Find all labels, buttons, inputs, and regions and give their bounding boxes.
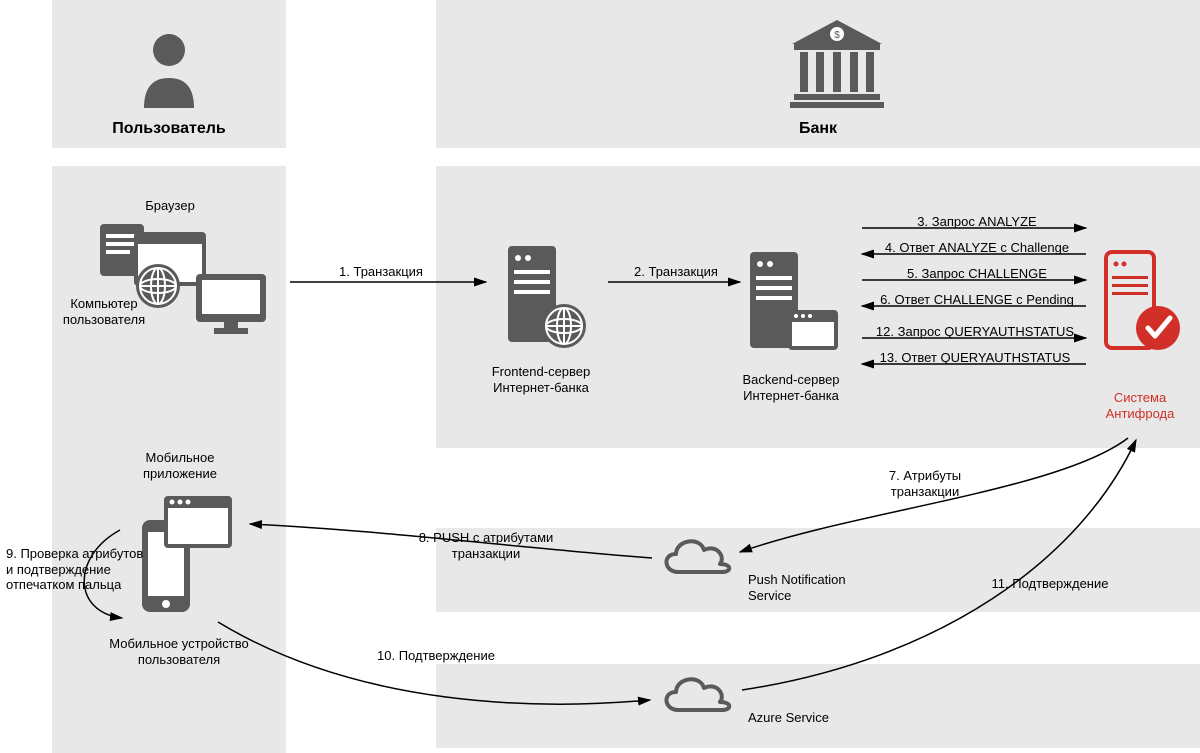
backend-label: Backend-сервер Интернет-банка [716, 372, 866, 405]
user-icon [134, 28, 204, 108]
edge-2-label: 2. Транзакция [616, 264, 736, 280]
svg-text:$: $ [834, 30, 840, 41]
edge-8-label: 8. PUSH с атрибутами транзакции [396, 530, 576, 561]
edge-7-label: 7. Атрибуты транзакции [850, 468, 1000, 499]
edge-8-text: 8. PUSH с атрибутами транзакции [419, 530, 554, 561]
mobiledevice-label-text: Мобильное устройство пользователя [109, 636, 249, 667]
edge-9-label: 9. Проверка атрибутов и подтверждение от… [0, 546, 166, 593]
mobileapp-label: Мобильное приложение [120, 450, 240, 483]
frontend-label-text: Frontend-сервер Интернет-банка [492, 364, 591, 395]
bank-azure-panel [436, 664, 1200, 748]
edge-13-label: 13. Ответ QUERYAUTHSTATUS [860, 350, 1090, 366]
antifraud-label: Система Антифрода [1090, 390, 1190, 423]
diagram-stage: Пользователь Банк $ Браузер [0, 0, 1200, 753]
edge-10-label: 10. Подтверждение [346, 648, 526, 664]
frontend-server-icon [490, 240, 600, 360]
mobiledevice-label: Мобильное устройство пользователя [94, 636, 264, 669]
antifraud-label-text: Система Антифрода [1106, 390, 1175, 421]
azure-cloud-icon [656, 668, 736, 718]
computer-label: Компьютер пользователя [58, 296, 150, 329]
mobileapp-label-text: Мобильное приложение [143, 450, 217, 481]
edge-12-label: 12. Запрос QUERYAUTHSTATUS [860, 324, 1090, 340]
edge-7-text: 7. Атрибуты транзакции [889, 468, 961, 499]
edge-1-label: 1. Транзакция [316, 264, 446, 280]
browser-label: Браузер [100, 198, 240, 214]
bank-title: Банк [436, 120, 1200, 138]
frontend-label: Frontend-сервер Интернет-банка [466, 364, 616, 397]
user-title: Пользователь [52, 120, 286, 138]
azure-label: Azure Service [748, 710, 868, 726]
push-label: Push Notification Service [748, 572, 898, 605]
edge-5-label: 5. Запрос CHALLENGE [872, 266, 1082, 282]
backend-label-text: Backend-сервер Интернет-банка [742, 372, 839, 403]
backend-server-icon [732, 246, 842, 366]
edge-9-text: 9. Проверка атрибутов и подтверждение от… [6, 546, 143, 592]
push-cloud-icon [656, 530, 736, 580]
edge-3-label: 3. Запрос ANALYZE [872, 214, 1082, 230]
push-label-text: Push Notification Service [748, 572, 846, 603]
bank-icon: $ [790, 18, 884, 108]
computer-label-text: Компьютер пользователя [63, 296, 145, 327]
edge-11-label: 11. Подтверждение [960, 576, 1140, 592]
edge-6-label: 6. Ответ CHALLENGE с Pending [866, 292, 1088, 308]
edge-4-label: 4. Ответ ANALYZE с Challenge [872, 240, 1082, 256]
antifraud-icon [1096, 248, 1186, 358]
